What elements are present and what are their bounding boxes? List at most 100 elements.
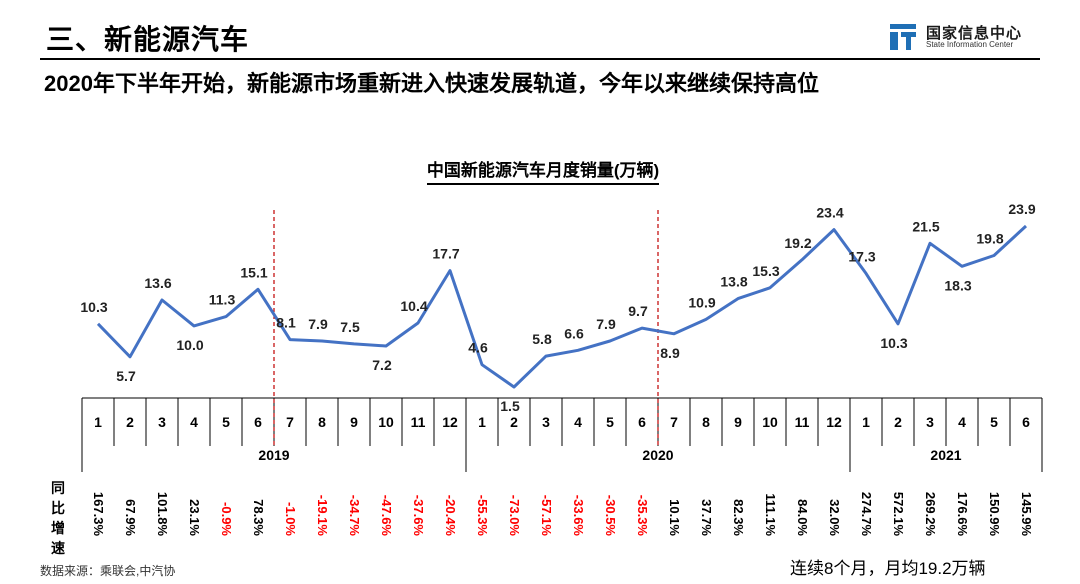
month-tick-label: 11 bbox=[411, 414, 426, 430]
yoy-growth-value: 101.8% bbox=[155, 492, 170, 537]
year-label: 2019 bbox=[258, 447, 289, 463]
month-tick-label: 6 bbox=[1022, 414, 1030, 430]
data-label: 10.0 bbox=[176, 337, 203, 353]
header-divider bbox=[40, 58, 1040, 60]
month-tick-label: 12 bbox=[442, 414, 458, 430]
yoy-growth-value: 167.3% bbox=[91, 492, 106, 537]
data-label: 5.7 bbox=[116, 368, 136, 384]
data-source-note: 数据来源：乘联会,中汽协 bbox=[40, 564, 176, 578]
yoy-growth-value: -57.1% bbox=[539, 495, 554, 537]
data-label: 1.5 bbox=[500, 398, 520, 414]
month-tick-label: 4 bbox=[958, 414, 966, 430]
month-tick-label: 1 bbox=[478, 414, 486, 430]
month-tick-label: 5 bbox=[222, 414, 230, 430]
month-tick-label: 6 bbox=[638, 414, 646, 430]
year-label: 2021 bbox=[930, 447, 961, 463]
data-label: 10.3 bbox=[80, 299, 107, 315]
data-label: 5.8 bbox=[532, 331, 552, 347]
yoy-growth-label: 同 比 增 速 bbox=[48, 478, 68, 558]
month-tick-label: 2 bbox=[510, 414, 518, 430]
data-label: 15.1 bbox=[240, 264, 267, 280]
yoy-growth-value: -34.7% bbox=[347, 495, 362, 537]
data-label: 23.9 bbox=[1008, 201, 1035, 217]
yoy-growth-value: 82.3% bbox=[731, 499, 746, 536]
data-label: 7.9 bbox=[308, 316, 328, 332]
data-label: 17.7 bbox=[432, 246, 459, 262]
yoy-growth-value: 572.1% bbox=[891, 492, 906, 537]
month-tick-label: 11 bbox=[795, 414, 810, 430]
yoy-growth-value: -19.1% bbox=[315, 495, 330, 537]
month-tick-label: 2 bbox=[126, 414, 134, 430]
yoy-label-char: 速 bbox=[51, 540, 65, 556]
data-label: 13.8 bbox=[720, 274, 747, 290]
data-label: 19.2 bbox=[784, 235, 811, 251]
month-tick-label: 2 bbox=[894, 414, 902, 430]
yoy-growth-value: -33.6% bbox=[571, 495, 586, 537]
yoy-label-char: 增 bbox=[51, 520, 65, 536]
month-tick-label: 8 bbox=[318, 414, 326, 430]
yoy-growth-value: 32.0% bbox=[827, 499, 842, 536]
data-label: 10.9 bbox=[688, 294, 715, 310]
logo-mark-icon bbox=[890, 24, 916, 50]
data-label: 7.5 bbox=[340, 319, 360, 335]
month-tick-label: 3 bbox=[542, 414, 550, 430]
page-subtitle: 2020年下半年开始，新能源市场重新进入快速发展轨道，今年以来继续保持高位 bbox=[44, 71, 819, 96]
month-tick-label: 1 bbox=[862, 414, 870, 430]
state-information-center-logo: 国家信息中心 State Information Center bbox=[890, 22, 1050, 52]
yoy-growth-value: -73.0% bbox=[507, 495, 522, 537]
data-label: 13.6 bbox=[144, 275, 171, 291]
month-tick-label: 3 bbox=[926, 414, 934, 430]
yoy-growth-value: 274.7% bbox=[859, 492, 874, 537]
data-label: 17.3 bbox=[848, 248, 875, 264]
yoy-growth-value: 150.9% bbox=[987, 492, 1002, 537]
yoy-growth-value: -35.3% bbox=[635, 495, 650, 537]
data-label: 23.4 bbox=[816, 205, 843, 221]
yoy-growth-value: -47.6% bbox=[379, 495, 394, 537]
data-label: 7.9 bbox=[596, 316, 616, 332]
month-tick-label: 10 bbox=[378, 414, 394, 430]
data-label: 6.6 bbox=[564, 325, 584, 341]
data-label: 8.1 bbox=[276, 315, 296, 331]
yoy-growth-value: 10.1% bbox=[667, 499, 682, 536]
yoy-growth-value: 145.9% bbox=[1019, 492, 1034, 537]
yoy-growth-value: 78.3% bbox=[251, 499, 266, 536]
data-label: 11.3 bbox=[209, 292, 236, 308]
month-tick-label: 7 bbox=[670, 414, 678, 430]
yoy-growth-value: 84.0% bbox=[795, 499, 810, 536]
month-tick-label: 9 bbox=[350, 414, 358, 430]
yoy-growth-value: 176.6% bbox=[955, 492, 970, 537]
yoy-label-char: 同 bbox=[51, 480, 65, 496]
yoy-growth-value: -0.9% bbox=[219, 502, 234, 536]
month-tick-label: 4 bbox=[574, 414, 582, 430]
month-tick-label: 1 bbox=[94, 414, 102, 430]
month-tick-label: 5 bbox=[606, 414, 614, 430]
data-label: 15.3 bbox=[752, 263, 779, 279]
yoy-growth-value: 37.7% bbox=[699, 499, 714, 536]
chart-title-wrap: 中国新能源汽车月度销量(万辆) bbox=[0, 156, 1080, 185]
month-tick-label: 7 bbox=[286, 414, 294, 430]
summary-footnote: 连续8个月，月均19.2万辆 bbox=[790, 559, 986, 578]
chart-title: 中国新能源汽车月度销量(万辆) bbox=[426, 156, 660, 185]
month-tick-label: 10 bbox=[762, 414, 778, 430]
yoy-growth-value: 67.9% bbox=[123, 499, 138, 536]
yoy-growth-value: -20.4% bbox=[443, 495, 458, 537]
month-tick-label: 8 bbox=[702, 414, 710, 430]
data-label: 9.7 bbox=[628, 303, 648, 319]
section-title: 三、新能源汽车 bbox=[46, 24, 250, 55]
yoy-label-char: 比 bbox=[51, 500, 65, 516]
data-label: 21.5 bbox=[912, 218, 939, 234]
yoy-growth-value: 111.1% bbox=[763, 493, 778, 536]
month-tick-label: 12 bbox=[826, 414, 842, 430]
sales-series-line bbox=[96, 224, 1028, 389]
data-label: 4.6 bbox=[468, 340, 488, 356]
yoy-growth-value: -30.5% bbox=[603, 495, 618, 537]
yoy-growth-value: 269.2% bbox=[923, 492, 938, 537]
logo-text-en: State Information Center bbox=[926, 40, 1014, 49]
data-label: 8.9 bbox=[660, 345, 680, 361]
logo-text-cn: 国家信息中心 bbox=[926, 25, 1023, 42]
month-tick-label: 9 bbox=[734, 414, 742, 430]
data-label: 10.4 bbox=[400, 298, 427, 314]
yoy-growth-value: 23.1% bbox=[187, 499, 202, 536]
month-tick-label: 6 bbox=[254, 414, 262, 430]
